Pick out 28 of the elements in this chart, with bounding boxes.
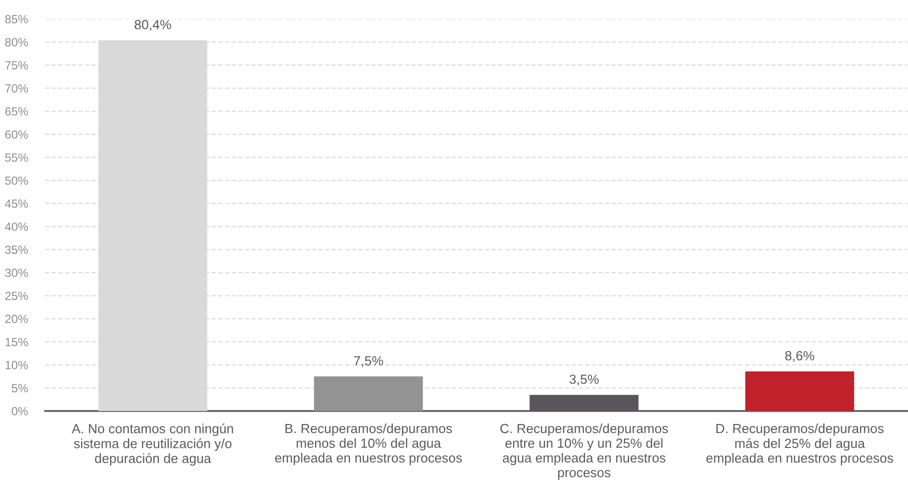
y-tick-label: 30% [5,268,28,278]
y-tick-label: 35% [5,246,28,254]
data-label: 8,6% [785,351,814,362]
y-tick-label: 60% [5,130,28,139]
data-label: 3,5% [570,374,599,386]
y-tick-label: 0% [12,407,28,416]
y-tick-label: 25% [5,292,28,300]
data-label: 7,5% [354,356,384,368]
y-tick-label: 15% [6,338,28,346]
y-tick-label: 85% [5,15,28,24]
y-tick-label: 50% [5,176,28,185]
y-tick-label: 80% [5,38,28,46]
x-tick-label: C. Recuperamos/depuramos entre un 10% y un 25% del agua empleada en nuestros procesos [500,424,668,480]
x-tick-label: A. No contamos con ningún sistema de reutilización y/o depuración de agua [72,424,234,466]
bar [314,376,423,411]
y-tick-label: 45% [4,200,28,208]
data-label: 80,4% [134,20,172,31]
x-tick-label: D. Recuperamos/depuramos más del 25% del agua empleada en nuestros procesos [706,424,894,466]
y-tick-label: 20% [5,314,28,324]
x-tick-label: B. Recuperamos/depuramos menos del 10% del agua empleada en nuestros procesos [275,424,462,466]
y-tick-label: 70% [5,84,28,93]
y-tick-label: 40% [4,222,28,231]
y-tick-label: 10% [6,360,28,370]
y-tick-label: 5% [12,384,28,392]
y-tick-label: 55% [5,153,28,162]
bar [745,371,854,411]
y-tick-label: 65% [5,107,28,116]
y-tick-label: 75% [5,61,28,70]
